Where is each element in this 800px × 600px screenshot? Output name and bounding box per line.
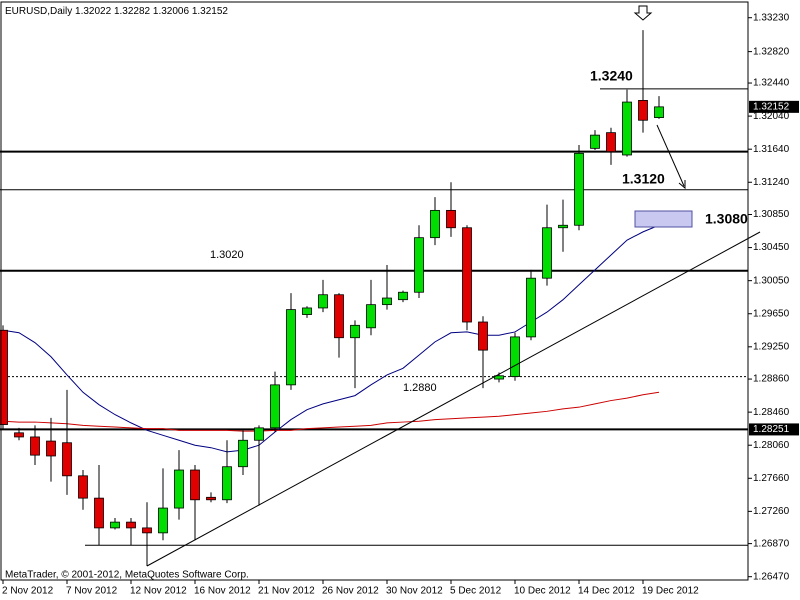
y-tick-label: 1.27260 bbox=[753, 506, 790, 517]
candle-body bbox=[574, 152, 584, 226]
y-tick-label: 1.26870 bbox=[753, 538, 790, 549]
x-tick-label: 10 Dec 2012 bbox=[514, 586, 571, 597]
plot-area bbox=[0, 30, 748, 566]
y-tick-label: 1.32040 bbox=[753, 111, 790, 122]
candle-body bbox=[110, 521, 120, 529]
candle-body bbox=[366, 304, 376, 329]
x-tick-label: 12 Nov 2012 bbox=[130, 586, 187, 597]
candle-body bbox=[190, 469, 200, 501]
axis-marker-bg bbox=[749, 423, 799, 436]
candle-body bbox=[494, 375, 504, 380]
annotation: 1.3120 bbox=[622, 171, 665, 187]
y-tick-label: 1.30850 bbox=[753, 209, 790, 220]
candle-body bbox=[174, 469, 184, 509]
candle-body bbox=[334, 294, 344, 339]
annotation: 1.2880 bbox=[403, 382, 437, 394]
candle-body bbox=[350, 324, 360, 339]
trend-line bbox=[146, 231, 761, 567]
candle-body bbox=[414, 237, 424, 293]
candle-body bbox=[62, 442, 72, 477]
moving-average bbox=[2, 224, 660, 453]
candle-body bbox=[654, 106, 664, 118]
candle-body bbox=[558, 224, 568, 229]
y-tick-label: 1.28860 bbox=[753, 374, 790, 385]
last-price-bg bbox=[749, 100, 799, 113]
y-tick-label: 1.28060 bbox=[753, 440, 790, 451]
x-tick-label: 14 Dec 2012 bbox=[578, 586, 635, 597]
axis-marker-label: 1.28251 bbox=[753, 424, 790, 435]
candle-body bbox=[526, 277, 536, 338]
candle-body bbox=[590, 134, 600, 149]
candle-body bbox=[302, 307, 312, 315]
candle-body bbox=[254, 427, 264, 441]
y-tick-label: 1.29650 bbox=[753, 308, 790, 319]
arrow-line bbox=[656, 124, 685, 187]
y-tick-label: 1.31240 bbox=[753, 177, 790, 188]
candle-body bbox=[206, 496, 216, 501]
target-box bbox=[634, 210, 693, 228]
candle-body bbox=[622, 101, 632, 156]
candle-body bbox=[382, 297, 392, 306]
last-price-label: 1.32152 bbox=[753, 101, 790, 112]
candle-body bbox=[126, 521, 136, 529]
y-tick-label: 1.28460 bbox=[753, 407, 790, 418]
candle-body bbox=[30, 436, 40, 456]
y-tick-label: 1.26470 bbox=[753, 571, 790, 582]
footer: MetaTrader, © 2001-2012, MetaQuotes Soft… bbox=[5, 570, 249, 581]
candle-body bbox=[286, 309, 296, 386]
y-tick-label: 1.32820 bbox=[753, 46, 790, 57]
y-tick-label: 1.30050 bbox=[753, 275, 790, 286]
chart-header: EURUSD,Daily 1.32022 1.32282 1.32006 1.3… bbox=[5, 6, 228, 17]
y-tick-label: 1.30450 bbox=[753, 242, 790, 253]
x-tick-label: 26 Nov 2012 bbox=[322, 586, 379, 597]
candle-body bbox=[142, 527, 152, 534]
x-tick-label: 2 Nov 2012 bbox=[2, 586, 54, 597]
chart-title: EURUSD,Daily bbox=[5, 6, 72, 17]
annotation: 1.3240 bbox=[590, 68, 633, 84]
candle-body bbox=[14, 432, 24, 438]
candle-body bbox=[510, 336, 520, 377]
high-value: 1.32282 bbox=[114, 6, 151, 17]
candle-body bbox=[446, 209, 456, 229]
x-tick-label: 19 Dec 2012 bbox=[642, 586, 699, 597]
candle-body bbox=[78, 475, 88, 499]
frame bbox=[0, 1, 749, 581]
candle-body bbox=[222, 466, 232, 501]
y-tick-label: 1.33230 bbox=[753, 12, 790, 23]
moving-average bbox=[2, 391, 660, 432]
open-value: 1.32022 bbox=[75, 6, 112, 17]
annotation: 1.3020 bbox=[210, 249, 244, 261]
candle-body bbox=[238, 439, 248, 468]
candle-body bbox=[542, 227, 552, 279]
y-tick-label: 1.32440 bbox=[753, 78, 790, 89]
candle-body bbox=[638, 100, 648, 121]
close-value: 1.32152 bbox=[192, 6, 229, 17]
x-tick-label: 21 Nov 2012 bbox=[258, 586, 315, 597]
candle-body bbox=[478, 321, 488, 351]
y-tick-label: 1.31640 bbox=[753, 144, 790, 155]
candle-body bbox=[158, 507, 168, 534]
candle-body bbox=[94, 497, 104, 529]
annotation: 1.3080 bbox=[705, 211, 748, 227]
candle-body bbox=[462, 227, 472, 323]
arrow-head bbox=[678, 180, 686, 190]
candle-body bbox=[398, 291, 408, 301]
down-arrow-icon bbox=[633, 5, 653, 21]
x-tick-label: 30 Nov 2012 bbox=[386, 586, 443, 597]
x-tick-label: 7 Nov 2012 bbox=[66, 586, 118, 597]
low-value: 1.32006 bbox=[153, 6, 190, 17]
candle-body bbox=[318, 294, 328, 309]
candle-body bbox=[0, 329, 8, 425]
x-tick-label: 16 Nov 2012 bbox=[194, 586, 251, 597]
candle-body bbox=[46, 440, 56, 457]
candle-body bbox=[430, 209, 440, 239]
drawings bbox=[146, 5, 761, 567]
y-tick-label: 1.29250 bbox=[753, 341, 790, 352]
candle-body bbox=[606, 132, 616, 153]
x-tick-label: 5 Dec 2012 bbox=[450, 586, 502, 597]
y-tick-label: 1.27660 bbox=[753, 473, 790, 484]
candle-body bbox=[270, 384, 280, 429]
